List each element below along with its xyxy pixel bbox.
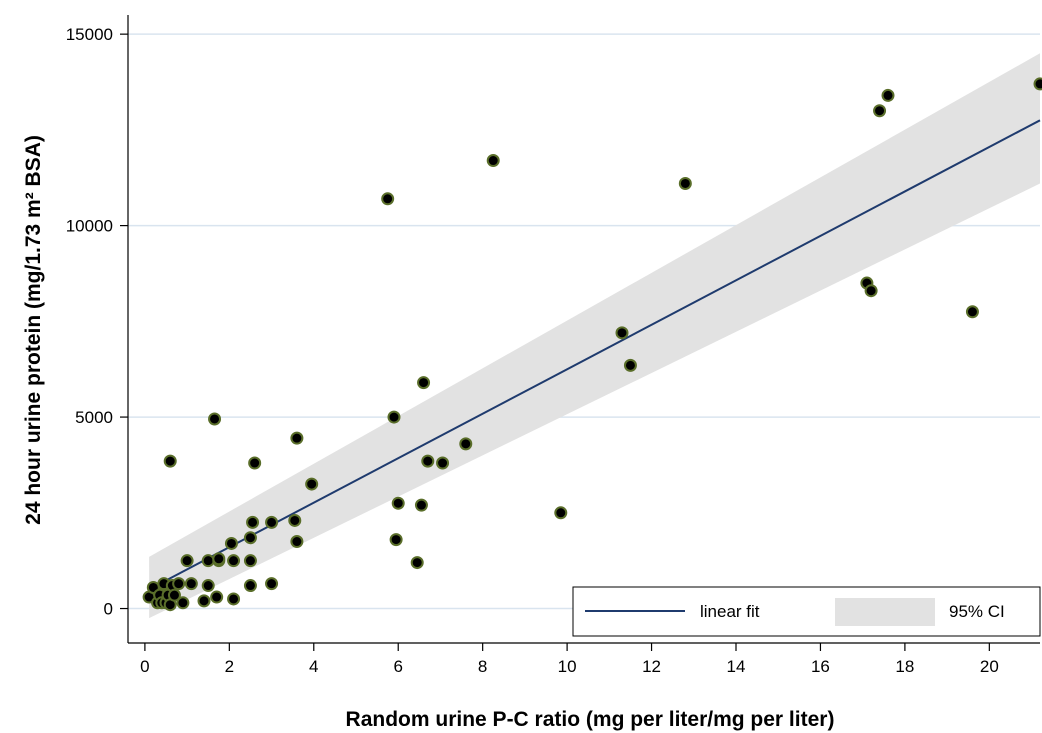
x-tick-label: 0 (140, 657, 149, 676)
data-point (208, 412, 222, 426)
data-point (381, 192, 395, 206)
ci-band-layer (149, 53, 1041, 619)
data-point (184, 577, 198, 591)
data-point (1033, 77, 1042, 91)
x-tick-label: 2 (225, 657, 234, 676)
axes: 0 2 4 6 8 10 12 14 16 18 20 0 5000 10000 15000 (66, 15, 1040, 676)
y-tick-label: 15000 (66, 25, 113, 44)
data-point (201, 554, 215, 568)
data-point (873, 104, 887, 118)
x-tick-label: 12 (642, 657, 661, 676)
fit-line (148, 119, 1041, 591)
x-tick-label: 10 (558, 657, 577, 676)
data-point (387, 410, 401, 424)
data-point (414, 498, 428, 512)
data-point (227, 554, 241, 568)
legend-ci-label: 95% CI (949, 602, 1005, 621)
data-point (224, 536, 238, 550)
x-tick-label: 6 (393, 657, 402, 676)
x-tick-label: 18 (895, 657, 914, 676)
x-tick-label: 8 (478, 657, 487, 676)
legend-ci-swatch (835, 598, 935, 626)
y-tick-label: 5000 (75, 408, 113, 427)
x-tick-label: 14 (727, 657, 746, 676)
data-point (248, 456, 262, 470)
data-point (290, 431, 304, 445)
data-point (201, 579, 215, 593)
data-point (243, 531, 257, 545)
data-point (410, 556, 424, 570)
fit-line-layer (148, 119, 1041, 591)
data-point (212, 552, 226, 566)
data-point (176, 596, 190, 610)
data-point (417, 376, 431, 390)
data-point (265, 515, 279, 529)
data-point (881, 88, 895, 102)
data-point (243, 579, 257, 593)
y-axis-title: 24 hour urine protein (mg/1.73 m² BSA) (22, 135, 45, 525)
data-point (421, 454, 435, 468)
y-tick-label: 10000 (66, 217, 113, 236)
data-point (623, 358, 637, 372)
data-point (678, 176, 692, 190)
data-point (265, 577, 279, 591)
ci-band (149, 53, 1041, 619)
x-tick-label: 4 (309, 657, 318, 676)
data-points (142, 77, 1042, 612)
data-point (389, 533, 403, 547)
data-point (391, 496, 405, 510)
data-point (486, 154, 500, 168)
x-tick-label: 20 (980, 657, 999, 676)
data-point (172, 577, 186, 591)
data-point (246, 515, 260, 529)
data-point (459, 437, 473, 451)
legend-fit-label: linear fit (700, 602, 760, 621)
data-point (615, 326, 629, 340)
data-point (167, 588, 181, 602)
data-point (554, 506, 568, 520)
data-point (305, 477, 319, 491)
x-axis-title: Random urine P-C ratio (mg per liter/mg … (346, 708, 835, 731)
data-point (197, 594, 211, 608)
data-point (864, 284, 878, 298)
data-point (288, 513, 302, 527)
data-point (163, 454, 177, 468)
legend: linear fit 95% CI (572, 586, 1041, 637)
y-tick-label: 0 (104, 600, 113, 619)
data-point (210, 590, 224, 604)
data-point (290, 535, 304, 549)
data-point (180, 554, 194, 568)
data-point (227, 592, 241, 606)
x-tick-label: 16 (811, 657, 830, 676)
data-point (965, 305, 979, 319)
data-point (436, 456, 450, 470)
data-point (243, 554, 257, 568)
